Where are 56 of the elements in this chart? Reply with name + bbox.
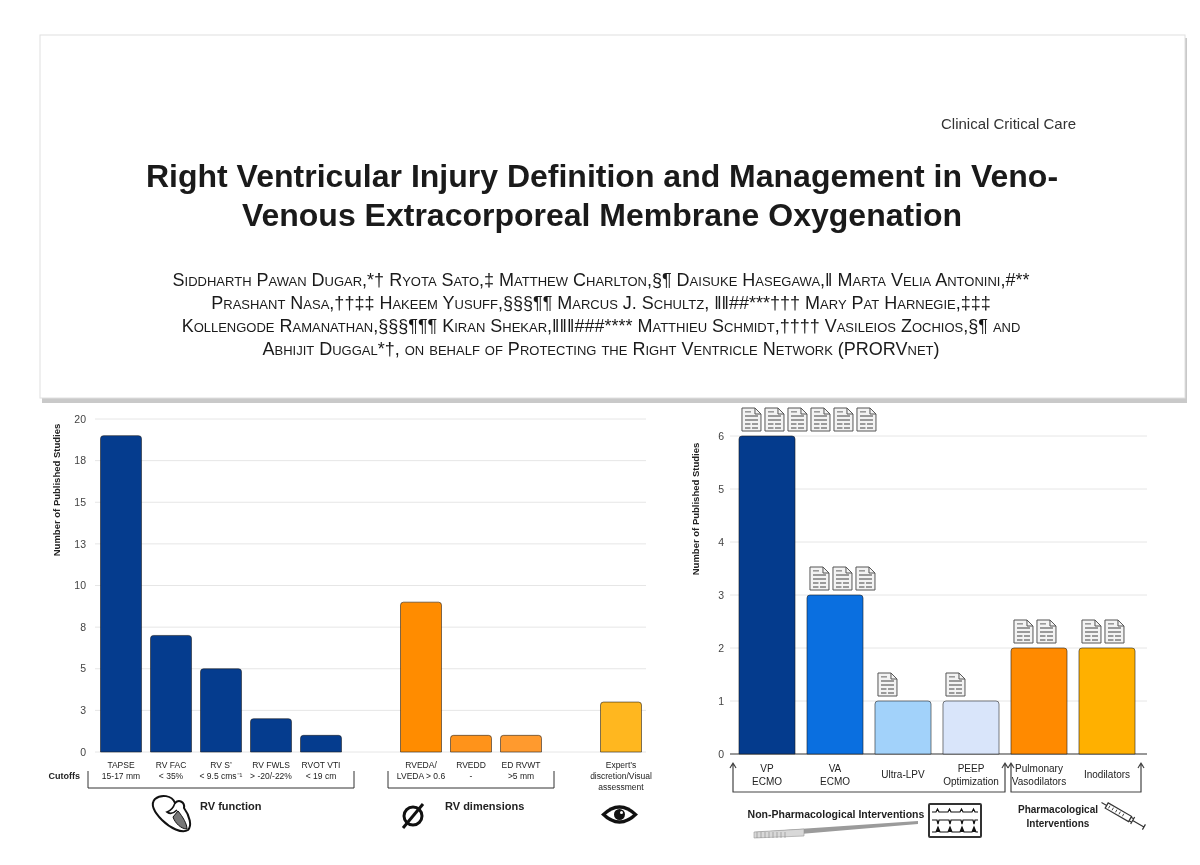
bar: [450, 734, 492, 753]
y-tick-label: 2: [718, 641, 725, 654]
x-tick-label: RVEDD -: [456, 760, 486, 781]
text: Non-Pharmacological Interventions: [747, 808, 925, 820]
text: Pharmacological Interventions: [1017, 804, 1099, 829]
bar: [200, 668, 242, 753]
bar: [1010, 647, 1068, 755]
y-tick-label: 6: [718, 429, 725, 442]
y-axis-title: Number of Published Studies: [690, 442, 701, 576]
bar: [942, 700, 1000, 755]
y-tick-label: 4: [718, 535, 725, 548]
text: Siddharth Pawan Dugar,*† Ryota Sato,‡ Matthew Charlton,§¶ Daisuke Hasegawa,‖ Marta Velia Antonini,#** Prashant Nasa,††‡‡ Hakeem Yusuff,§§§¶¶ Marcus J. Schultz, ‖‖##***††† Mary Pat Harnegie,‡‡‡ Kollengode Ramanathan,§§§¶¶¶ Kiran Shekar,‖‖‖###**** Matthieu Schmidt,†††† Vasileios Zochios,§¶ and Abhijit Duggal*†, on behalf of Protecting the Right Ventricle Network (PRORVnet): [172, 270, 1030, 359]
bar: [100, 435, 142, 753]
y-tick-label: 20: [74, 412, 87, 425]
y-tick-label: 3: [718, 588, 725, 601]
x-tick-label: Ultra-LPV: [881, 769, 925, 780]
text: Right Ventricular Injury Definition and Management in Veno- Venous Extracorporeal Membrane Oxygenation: [145, 158, 1059, 233]
bar: [500, 734, 542, 753]
y-tick-label: 10: [74, 579, 87, 592]
x-tick-label: Expert’s discretion/Visual assessment: [590, 760, 652, 792]
x-tick-label: VA ECMO: [820, 762, 851, 787]
bar: [738, 435, 796, 755]
y-tick-label: 0: [80, 745, 87, 758]
bar: [400, 601, 442, 753]
y-tick-label: 3: [80, 704, 87, 717]
x-tick-label: RV FWLS > -20/-22%: [250, 760, 293, 781]
x-tick-label: PEEP Optimization: [943, 762, 999, 787]
bar: [1078, 647, 1136, 755]
x-tick-label: Inodilators: [1083, 769, 1131, 780]
y-tick-label: 13: [74, 537, 87, 550]
x-tick-label: RVOT VTI < 19 cm: [301, 760, 341, 781]
bar: [806, 594, 864, 755]
y-tick-label: 1: [718, 694, 725, 707]
bar: [150, 635, 192, 753]
y-tick-label: 0: [718, 747, 725, 760]
y-axis-title: Number of Published Studies: [51, 423, 62, 557]
x-tick-label: RVEDA/ LVEDA > 0.6: [396, 760, 446, 781]
bar: [250, 718, 292, 753]
text: Clinical Critical Care: [940, 115, 1076, 132]
x-tick-label: Pulmonary Vasodilators: [1011, 762, 1067, 787]
x-tick-label: TAPSE 15-17 mm: [101, 760, 141, 781]
x-tick-label: ED RVWT >5 mm: [501, 760, 541, 781]
y-tick-label: 5: [718, 482, 725, 495]
text: RV function: [200, 800, 262, 812]
text: RV dimensions: [445, 800, 525, 812]
y-tick-label: 5: [80, 662, 87, 675]
y-tick-label: 15: [74, 495, 87, 508]
bar: [300, 734, 342, 753]
y-tick-label: 8: [80, 620, 87, 633]
x-tick-label: VP ECMO: [752, 762, 783, 787]
y-tick-label: 18: [74, 454, 87, 467]
bar: [874, 700, 932, 755]
bar: [600, 701, 642, 753]
x-tick-label: RV FAC < 35%: [155, 760, 187, 781]
x-tick-label: RV S’ < 9.5 cms⁻¹: [199, 760, 243, 781]
text: Cutoffs: [48, 771, 80, 781]
